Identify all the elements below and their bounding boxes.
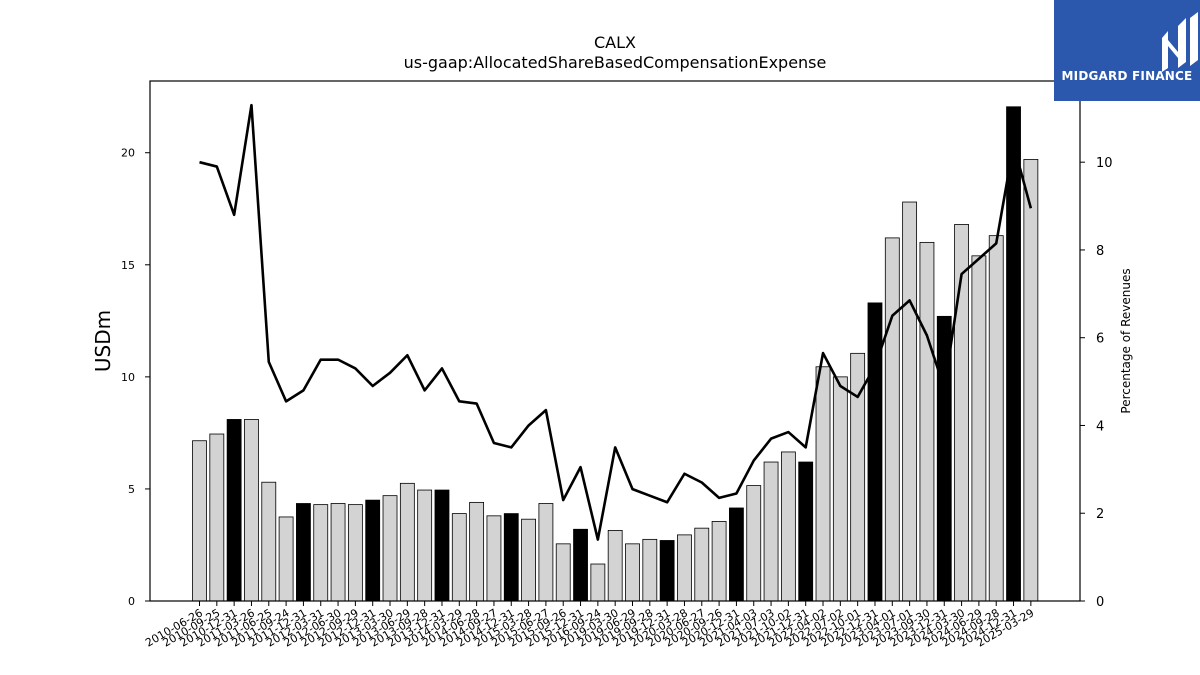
line-group: [199, 103, 1033, 541]
x-axis-ticks: 2010-06-262010-09-252010-12-312011-03-26…: [143, 601, 1036, 650]
percentage-line: [199, 103, 1033, 541]
bar-2012-12-31: [365, 499, 381, 602]
bar-2015-12-31: [573, 528, 588, 602]
bar-2019-06-29: [625, 543, 640, 602]
y-tick-label: 15: [121, 259, 135, 272]
bar-2016-09-24: [590, 563, 606, 602]
bar-2015-09-26: [555, 543, 571, 602]
bar-2022-04-02: [815, 366, 831, 602]
y2-tick-label: 2: [1096, 507, 1104, 522]
bar-group: [192, 106, 1039, 602]
y2-tick-label: 8: [1096, 244, 1104, 259]
bar-2020-03-28: [677, 534, 692, 602]
bar-2020-12-31: [729, 507, 744, 602]
bar-2021-12-31: [798, 461, 814, 602]
bar-2015-06-27: [538, 503, 554, 602]
bar-2020-09-26: [711, 521, 727, 602]
bar-2023-04-01: [884, 237, 900, 602]
bar-2010-06-26: [192, 440, 207, 602]
y2-tick-label: 4: [1096, 419, 1104, 434]
bar-2013-03-30: [382, 495, 398, 602]
bar-2010-12-31: [226, 419, 242, 602]
bar-2024-09-28: [988, 235, 1004, 602]
bar-2023-09-30: [919, 241, 935, 602]
bar-2025-03-29: [1023, 159, 1039, 602]
logo-text: MIDGARD FINANCE: [1061, 69, 1193, 83]
bar-2024-06-29: [971, 255, 987, 602]
chart-title: CALX: [594, 33, 636, 52]
bar-2012-03-31: [313, 504, 329, 602]
bar-2019-12-31: [659, 540, 675, 602]
y2-tick-label: 0: [1096, 595, 1104, 610]
midgard-logo-icon: [1162, 12, 1198, 72]
bar-2013-12-31: [434, 489, 450, 602]
bar-2014-06-28: [469, 501, 485, 602]
y2-tick-label: 6: [1096, 332, 1104, 347]
bar-2011-12-31: [296, 503, 311, 602]
bar-2023-07-01: [902, 201, 918, 602]
bar-2022-07-02: [832, 376, 848, 602]
y-tick-label: 10: [121, 371, 135, 384]
left-axis-ticks: 0 5 10 15 20: [121, 147, 150, 608]
bar-2011-09-24: [278, 516, 294, 602]
bar-2012-09-29: [347, 504, 363, 602]
bar-2024-12-31: [1006, 106, 1021, 602]
bar-2013-06-29: [399, 482, 415, 602]
bar-2019-09-28: [642, 538, 658, 602]
bar-2021-04-03: [746, 485, 762, 602]
y-tick-label: 0: [128, 595, 135, 608]
bar-2014-09-27: [486, 515, 502, 602]
logo: MIDGARD FINANCE: [1054, 0, 1200, 101]
bar-2015-03-28: [521, 518, 536, 602]
bar-2019-03-30: [607, 530, 623, 602]
y-axis-label: USDm: [91, 310, 115, 372]
right-axis-ticks: 0 2 4 6 8 10: [1080, 156, 1113, 610]
chart-subtitle: us-gaap:AllocatedShareBasedCompensationE…: [403, 53, 827, 72]
bar-2011-03-26: [244, 419, 259, 602]
bar-2021-10-02: [780, 451, 796, 602]
bar-2020-06-27: [694, 527, 710, 602]
bar-2013-09-28: [417, 489, 433, 602]
y-tick-label: 20: [121, 147, 135, 160]
bar-2010-09-25: [209, 433, 225, 602]
bar-2014-12-31: [503, 513, 519, 602]
y-tick-label: 5: [128, 483, 135, 496]
y2-axis-label: Percentage of Revenues: [1119, 268, 1133, 413]
bar-2012-06-30: [330, 503, 346, 602]
bar-2011-06-25: [261, 481, 277, 602]
y2-tick-label: 10: [1096, 156, 1113, 171]
bar-2022-12-31: [867, 302, 883, 602]
bar-2014-03-29: [451, 513, 467, 602]
bar-2021-07-03: [763, 461, 779, 602]
